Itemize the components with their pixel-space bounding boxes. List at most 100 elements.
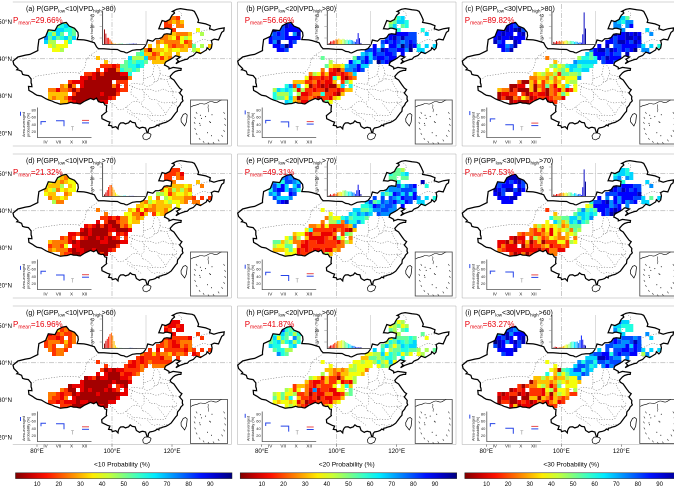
svg-text:120°E: 120°E bbox=[388, 448, 405, 455]
svg-text:60: 60 bbox=[32, 267, 37, 272]
svg-text:VII: VII bbox=[280, 444, 286, 449]
svg-text:10: 10 bbox=[259, 482, 266, 488]
svg-text:Area-averaged: Area-averaged bbox=[247, 264, 251, 289]
svg-text:<30 Probability (%): <30 Probability (%) bbox=[543, 462, 599, 469]
svg-text:60: 60 bbox=[32, 115, 37, 120]
svg-text:(a) P(GPPlow<10|VPDhigh>80): (a) P(GPPlow<10|VPDhigh>80) bbox=[26, 6, 116, 14]
svg-text:30: 30 bbox=[77, 482, 84, 488]
svg-text:40: 40 bbox=[32, 274, 37, 279]
svg-text:40: 40 bbox=[481, 426, 486, 431]
svg-text:X: X bbox=[70, 292, 73, 297]
svg-text:X: X bbox=[295, 140, 298, 145]
svg-text:XII: XII bbox=[531, 140, 537, 145]
svg-text:XII: XII bbox=[82, 444, 88, 449]
svg-text:70: 70 bbox=[613, 482, 620, 488]
svg-text:probability (%): probability (%) bbox=[251, 264, 255, 289]
svg-text:100°E: 100°E bbox=[104, 448, 121, 455]
svg-text:Area fraction (%): Area fraction (%) bbox=[539, 320, 543, 347]
svg-text:Area-averaged: Area-averaged bbox=[247, 416, 251, 441]
svg-text:probability (%): probability (%) bbox=[27, 264, 31, 289]
svg-text:50: 50 bbox=[345, 482, 352, 488]
svg-text:probability (%): probability (%) bbox=[251, 112, 255, 137]
svg-text:Area fraction (%): Area fraction (%) bbox=[315, 320, 319, 347]
svg-text:20: 20 bbox=[32, 433, 37, 438]
svg-text:60: 60 bbox=[481, 267, 486, 272]
svg-text:XII: XII bbox=[531, 444, 537, 449]
svg-text:80: 80 bbox=[185, 482, 192, 488]
svg-text:80: 80 bbox=[32, 412, 37, 417]
svg-text:80: 80 bbox=[256, 260, 261, 265]
svg-text:20: 20 bbox=[481, 433, 486, 438]
svg-text:(h) P(GPPlow<20|VPDhigh>60): (h) P(GPPlow<20|VPDhigh>60) bbox=[246, 310, 336, 318]
svg-text:Area fraction (%): Area fraction (%) bbox=[90, 320, 94, 347]
svg-text:80°E: 80°E bbox=[255, 448, 268, 455]
svg-text:20: 20 bbox=[32, 281, 37, 286]
svg-text:30: 30 bbox=[302, 482, 309, 488]
svg-text:(f) P(GPPlow<30|VPDhigh>70): (f) P(GPPlow<30|VPDhigh>70) bbox=[465, 158, 553, 166]
svg-text:20: 20 bbox=[481, 281, 486, 286]
svg-text:60: 60 bbox=[142, 482, 149, 488]
svg-text:50: 50 bbox=[570, 482, 577, 488]
svg-text:(i) P(GPPlow<30|VPDhigh>60): (i) P(GPPlow<30|VPDhigh>60) bbox=[465, 310, 553, 318]
svg-text:50°N: 50°N bbox=[0, 323, 12, 330]
svg-text:Area fraction (%): Area fraction (%) bbox=[315, 168, 319, 195]
svg-text:80: 80 bbox=[256, 412, 261, 417]
svg-text:70: 70 bbox=[164, 482, 171, 488]
svg-text:Area-averaged: Area-averaged bbox=[471, 264, 475, 289]
svg-text:<20 Probability (%): <20 Probability (%) bbox=[319, 462, 375, 469]
svg-text:30°N: 30°N bbox=[0, 397, 12, 404]
svg-text:40: 40 bbox=[256, 274, 261, 279]
svg-text:VII: VII bbox=[505, 292, 511, 297]
svg-text:40: 40 bbox=[481, 274, 486, 279]
svg-text:60: 60 bbox=[481, 115, 486, 120]
svg-text:VII: VII bbox=[56, 444, 62, 449]
svg-text:probability (%): probability (%) bbox=[27, 112, 31, 137]
svg-text:20: 20 bbox=[481, 129, 486, 134]
svg-text:X: X bbox=[295, 292, 298, 297]
svg-text:70: 70 bbox=[388, 482, 395, 488]
svg-text:(d) P(GPPlow<10|VPDhigh>70): (d) P(GPPlow<10|VPDhigh>70) bbox=[26, 158, 116, 166]
svg-text:60: 60 bbox=[367, 482, 374, 488]
svg-text:(c) P(GPPlow<30|VPDhigh>80): (c) P(GPPlow<30|VPDhigh>80) bbox=[465, 6, 554, 14]
svg-text:50°N: 50°N bbox=[0, 19, 12, 26]
svg-text:VII: VII bbox=[56, 292, 62, 297]
svg-text:probability (%): probability (%) bbox=[476, 264, 480, 289]
svg-text:100°E: 100°E bbox=[328, 448, 345, 455]
svg-text:20: 20 bbox=[55, 482, 62, 488]
svg-text:probability (%): probability (%) bbox=[476, 112, 480, 137]
svg-text:10: 10 bbox=[483, 482, 490, 488]
svg-text:30°N: 30°N bbox=[0, 245, 12, 252]
svg-text:probability (%): probability (%) bbox=[27, 416, 31, 441]
svg-text:X: X bbox=[295, 444, 298, 449]
svg-text:40°N: 40°N bbox=[0, 360, 12, 367]
svg-text:40: 40 bbox=[32, 122, 37, 127]
svg-text:Area fraction (%): Area fraction (%) bbox=[90, 168, 94, 195]
svg-text:40: 40 bbox=[323, 482, 330, 488]
svg-text:90: 90 bbox=[432, 482, 439, 488]
svg-text:<10 Probability (%): <10 Probability (%) bbox=[94, 462, 150, 469]
svg-text:10: 10 bbox=[34, 482, 41, 488]
svg-text:XII: XII bbox=[82, 292, 88, 297]
svg-text:XII: XII bbox=[82, 140, 88, 145]
svg-text:120°E: 120°E bbox=[613, 448, 630, 455]
svg-text:X: X bbox=[70, 444, 73, 449]
svg-text:VII: VII bbox=[280, 140, 286, 145]
svg-text:60: 60 bbox=[256, 267, 261, 272]
svg-text:60: 60 bbox=[591, 482, 598, 488]
svg-text:80: 80 bbox=[32, 260, 37, 265]
svg-text:90: 90 bbox=[207, 482, 214, 488]
svg-text:Area-averaged: Area-averaged bbox=[471, 416, 475, 441]
svg-text:80: 80 bbox=[481, 412, 486, 417]
svg-text:90: 90 bbox=[656, 482, 663, 488]
svg-text:XII: XII bbox=[306, 292, 312, 297]
svg-text:120°E: 120°E bbox=[164, 448, 181, 455]
svg-text:60: 60 bbox=[256, 419, 261, 424]
svg-text:80: 80 bbox=[32, 108, 37, 113]
svg-text:(e) P(GPPlow<20|VPDhigh>70): (e) P(GPPlow<20|VPDhigh>70) bbox=[246, 158, 336, 166]
svg-text:80: 80 bbox=[410, 482, 417, 488]
svg-text:80°E: 80°E bbox=[30, 448, 43, 455]
svg-text:VII: VII bbox=[505, 444, 511, 449]
svg-text:40: 40 bbox=[256, 122, 261, 127]
svg-text:Area-averaged: Area-averaged bbox=[22, 112, 26, 137]
svg-text:20: 20 bbox=[280, 482, 287, 488]
